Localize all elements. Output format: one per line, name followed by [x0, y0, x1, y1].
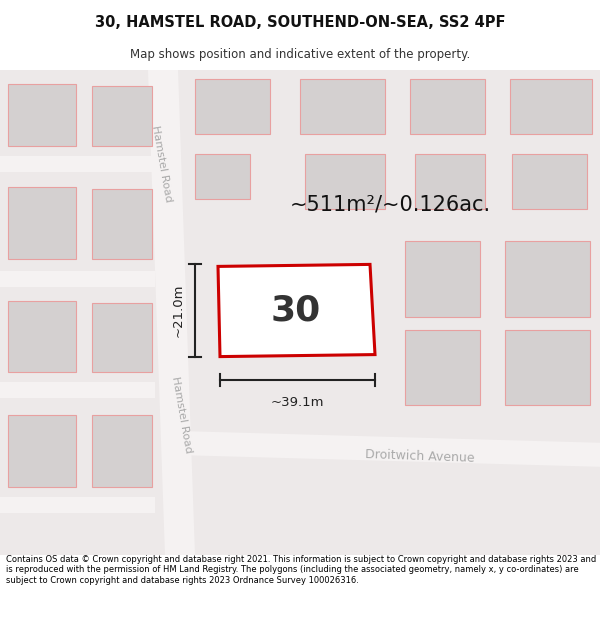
Bar: [405, 329, 480, 405]
Bar: [8, 415, 76, 487]
Bar: [300, 79, 385, 134]
Bar: [415, 154, 485, 209]
Text: Hamstel Road: Hamstel Road: [151, 125, 173, 203]
Bar: [405, 241, 480, 316]
Bar: [8, 188, 76, 259]
Text: Map shows position and indicative extent of the property.: Map shows position and indicative extent…: [130, 48, 470, 61]
Polygon shape: [0, 271, 155, 288]
Bar: [8, 84, 76, 146]
Bar: [410, 79, 485, 134]
Polygon shape: [0, 156, 155, 172]
Text: 30: 30: [271, 294, 321, 328]
Text: Hamstel Road: Hamstel Road: [170, 376, 194, 454]
Bar: [92, 415, 152, 487]
Bar: [92, 189, 152, 259]
Polygon shape: [0, 382, 155, 398]
Bar: [505, 329, 590, 405]
Text: ~511m²/~0.126ac.: ~511m²/~0.126ac.: [289, 194, 491, 214]
Bar: [195, 154, 250, 199]
Text: Contains OS data © Crown copyright and database right 2021. This information is : Contains OS data © Crown copyright and d…: [6, 555, 596, 585]
Bar: [92, 304, 152, 372]
Polygon shape: [218, 264, 375, 357]
Text: 30, HAMSTEL ROAD, SOUTHEND-ON-SEA, SS2 4PF: 30, HAMSTEL ROAD, SOUTHEND-ON-SEA, SS2 4…: [95, 16, 505, 31]
Text: ~21.0m: ~21.0m: [172, 284, 185, 338]
Bar: [512, 154, 587, 209]
Text: Droitwich Avenue: Droitwich Avenue: [365, 448, 475, 465]
Text: ~39.1m: ~39.1m: [271, 396, 324, 409]
Bar: [92, 86, 152, 146]
Polygon shape: [148, 70, 195, 555]
Polygon shape: [170, 431, 600, 467]
Bar: [195, 79, 270, 134]
Bar: [305, 154, 385, 209]
Polygon shape: [0, 497, 155, 513]
Bar: [505, 241, 590, 316]
Bar: [8, 301, 76, 372]
Bar: [510, 79, 592, 134]
